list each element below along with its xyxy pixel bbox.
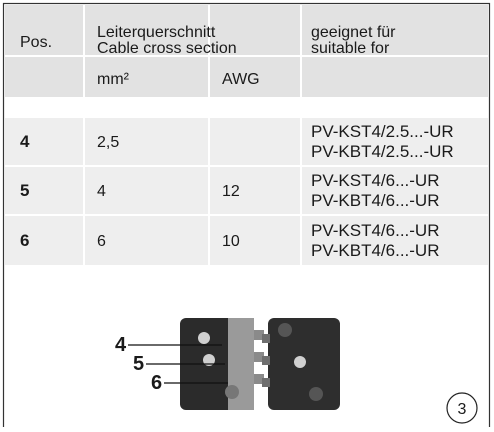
row-suitable: PV-KST4/6...-UR [311, 171, 439, 190]
row-mm2: 4 [97, 183, 106, 200]
row-suitable: PV-KBT4/6...-UR [311, 241, 439, 260]
row-bg [5, 216, 488, 265]
sub-mm2: mm² [97, 71, 130, 88]
row-suitable: PV-KBT4/6...-UR [311, 191, 439, 210]
row-bg [5, 57, 488, 97]
figure-label: 6 [151, 372, 162, 394]
row-mm2: 2,5 [97, 134, 119, 151]
row-bg [5, 167, 488, 214]
header-pos: Pos. [20, 34, 52, 51]
figure-label: 4 [115, 334, 127, 356]
row-awg: 10 [222, 233, 240, 250]
header-cross: Leiterquerschnitt [97, 24, 216, 41]
row-pos: 5 [20, 181, 29, 200]
figure-number: 3 [458, 401, 467, 418]
row-bg [5, 118, 488, 165]
row-suitable: PV-KST4/6...-UR [311, 221, 439, 240]
row-mm2: 6 [97, 233, 106, 250]
sub-awg: AWG [222, 71, 260, 88]
row-awg: 12 [222, 183, 240, 200]
header-suitable: suitable for [311, 40, 390, 57]
row-suitable: PV-KBT4/2.5...-UR [311, 142, 454, 161]
header-cross: Cable cross section [97, 40, 237, 57]
row-bg [5, 5, 488, 55]
figure-label: 5 [133, 353, 144, 375]
header-suitable: geeignet für [311, 24, 396, 41]
row-pos: 6 [20, 231, 29, 250]
die-figure [128, 318, 478, 424]
row-pos: 4 [20, 132, 30, 151]
row-suitable: PV-KST4/2.5...-UR [311, 122, 454, 141]
